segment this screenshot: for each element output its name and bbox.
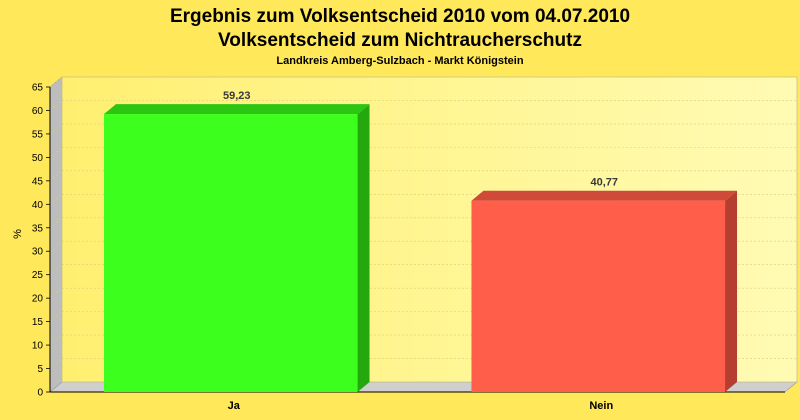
data-labels: 59,23 40,77 xyxy=(223,90,618,189)
bar-front xyxy=(103,114,358,392)
bar-top xyxy=(103,104,370,115)
y-tick-label: 65 xyxy=(32,83,44,94)
data-label: 40,77 xyxy=(590,177,618,189)
y-tick-label: 30 xyxy=(32,247,44,258)
gridline-diag xyxy=(49,147,63,158)
chart-subtitle: Landkreis Amberg-Sulzbach - Markt Königs… xyxy=(276,55,523,67)
y-tick-label: 20 xyxy=(32,294,44,305)
chart-title-line-2: Volksentscheid zum Nichtraucherschutz xyxy=(218,30,582,51)
y-tick-label: 35 xyxy=(32,223,44,234)
gridline-diag xyxy=(49,194,63,205)
gridline-diag xyxy=(49,264,63,275)
chart-title: Ergebnis zum Volksentscheid 2010 vom 04.… xyxy=(170,6,630,27)
gridline-diag xyxy=(49,241,63,252)
y-tick-label: 50 xyxy=(32,153,44,164)
y-tick-label: 10 xyxy=(32,341,44,352)
y-tick-label: 15 xyxy=(32,317,44,328)
gridline-diag xyxy=(49,287,63,299)
bar-side xyxy=(725,190,738,392)
y-tick-label: 5 xyxy=(37,364,43,375)
y-tick-label: 40 xyxy=(32,200,44,211)
bars xyxy=(103,104,738,392)
gridline-diag xyxy=(49,217,63,228)
bar-front xyxy=(471,200,726,392)
y-tick-label: 0 xyxy=(37,388,43,399)
category-labels: Ja Nein xyxy=(228,400,614,412)
y-tick-label: 55 xyxy=(32,129,44,140)
bar-side xyxy=(357,104,370,392)
bar-top xyxy=(471,190,738,201)
left-wall xyxy=(49,76,63,393)
y-tick-label: 25 xyxy=(32,270,44,281)
y-tick-label: 45 xyxy=(32,176,44,187)
data-label: 59,23 xyxy=(223,90,251,102)
gridline-diag xyxy=(49,76,63,88)
y-axis-label: % xyxy=(12,229,24,239)
y-tick-label: 60 xyxy=(32,106,44,117)
x-tick-label: Nein xyxy=(589,400,613,412)
gridline-diag xyxy=(49,123,63,135)
gridline-diag xyxy=(49,358,63,369)
bar-nein xyxy=(471,190,738,392)
gridline-diag xyxy=(49,170,63,182)
gridline-diag xyxy=(49,100,63,111)
gridline-diag xyxy=(49,311,63,322)
x-tick-label: Ja xyxy=(228,400,241,412)
bar-ja xyxy=(103,104,370,392)
gridline-diag xyxy=(49,334,63,346)
